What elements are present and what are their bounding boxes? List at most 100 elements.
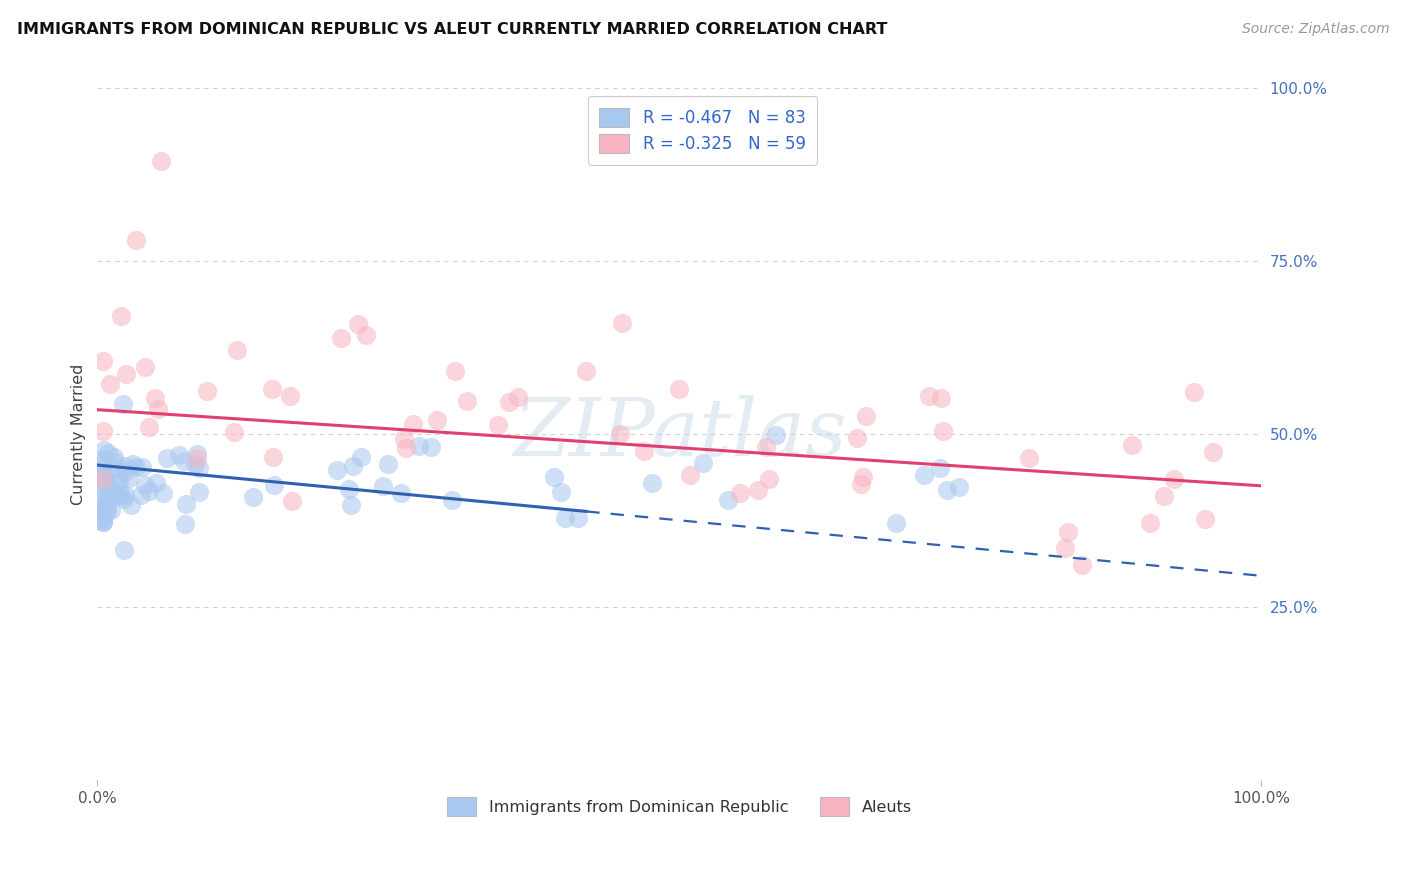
Point <box>150 153 173 168</box>
Point <box>730 485 752 500</box>
Point <box>1182 384 1205 399</box>
Point <box>506 390 529 404</box>
Point <box>456 394 478 409</box>
Point <box>281 493 304 508</box>
Point <box>148 401 170 416</box>
Point <box>104 455 127 469</box>
Point <box>747 483 769 498</box>
Point <box>118 471 141 485</box>
Text: IMMIGRANTS FROM DOMINICAN REPUBLIC VS ALEUT CURRENTLY MARRIED CORRELATION CHART: IMMIGRANTS FROM DOMINICAN REPUBLIC VS AL… <box>17 22 887 37</box>
Text: Source: ZipAtlas.com: Source: ZipAtlas.com <box>1241 22 1389 37</box>
Point <box>392 432 415 446</box>
Point <box>668 382 690 396</box>
Point <box>125 233 148 247</box>
Point <box>1018 451 1040 466</box>
Point <box>94 473 117 487</box>
Point <box>129 488 152 502</box>
Point <box>91 467 114 481</box>
Point <box>554 511 576 525</box>
Point <box>325 463 347 477</box>
Point <box>1057 524 1080 539</box>
Point <box>107 470 129 484</box>
Point <box>91 515 114 529</box>
Point <box>97 483 120 497</box>
Point <box>342 458 364 473</box>
Point <box>633 444 655 458</box>
Point <box>755 440 778 454</box>
Point <box>371 479 394 493</box>
Point <box>498 395 520 409</box>
Point <box>138 483 160 498</box>
Text: ZIPatlas: ZIPatlas <box>513 395 846 473</box>
Point <box>96 504 118 518</box>
Point <box>852 470 875 484</box>
Point <box>337 482 360 496</box>
Point <box>98 377 121 392</box>
Point <box>93 442 115 457</box>
Point <box>1121 437 1143 451</box>
Point <box>145 475 167 490</box>
Point <box>692 456 714 470</box>
Point <box>330 331 353 345</box>
Point <box>186 450 208 465</box>
Point <box>122 458 145 472</box>
Point <box>91 480 114 494</box>
Point <box>131 459 153 474</box>
Point <box>97 491 120 506</box>
Point <box>174 497 197 511</box>
Point <box>107 475 129 489</box>
Point <box>124 460 146 475</box>
Point <box>263 478 285 492</box>
Legend: Immigrants from Dominican Republic, Aleuts: Immigrants from Dominican Republic, Aleu… <box>439 789 920 824</box>
Point <box>195 384 218 398</box>
Point <box>679 467 702 482</box>
Point <box>402 417 425 431</box>
Point <box>936 483 959 497</box>
Point <box>224 425 246 440</box>
Point <box>354 327 377 342</box>
Point <box>188 460 211 475</box>
Point <box>918 389 941 403</box>
Point <box>347 318 370 332</box>
Point <box>91 513 114 527</box>
Point <box>610 316 633 330</box>
Point <box>1163 472 1185 486</box>
Point <box>120 498 142 512</box>
Point <box>186 447 208 461</box>
Point <box>96 500 118 515</box>
Y-axis label: Currently Married: Currently Married <box>72 363 86 505</box>
Point <box>91 472 114 486</box>
Point <box>260 382 283 396</box>
Point <box>97 445 120 459</box>
Point <box>1202 444 1225 458</box>
Point <box>91 501 114 516</box>
Point <box>242 490 264 504</box>
Point <box>932 424 955 438</box>
Point <box>389 486 412 500</box>
Point <box>543 470 565 484</box>
Point <box>100 481 122 495</box>
Point <box>717 493 740 508</box>
Point <box>91 452 114 467</box>
Point <box>114 488 136 502</box>
Point <box>262 450 284 464</box>
Point <box>1054 541 1077 555</box>
Point <box>173 453 195 467</box>
Point <box>134 478 156 492</box>
Point <box>426 413 449 427</box>
Point <box>112 397 135 411</box>
Point <box>91 516 114 530</box>
Point <box>609 427 631 442</box>
Point <box>152 486 174 500</box>
Point <box>91 462 114 476</box>
Point <box>929 391 952 405</box>
Point <box>567 511 589 525</box>
Point <box>143 391 166 405</box>
Point <box>103 460 125 475</box>
Point <box>912 468 935 483</box>
Point <box>156 450 179 465</box>
Point <box>112 465 135 479</box>
Point <box>105 489 128 503</box>
Point <box>1194 512 1216 526</box>
Point <box>884 516 907 531</box>
